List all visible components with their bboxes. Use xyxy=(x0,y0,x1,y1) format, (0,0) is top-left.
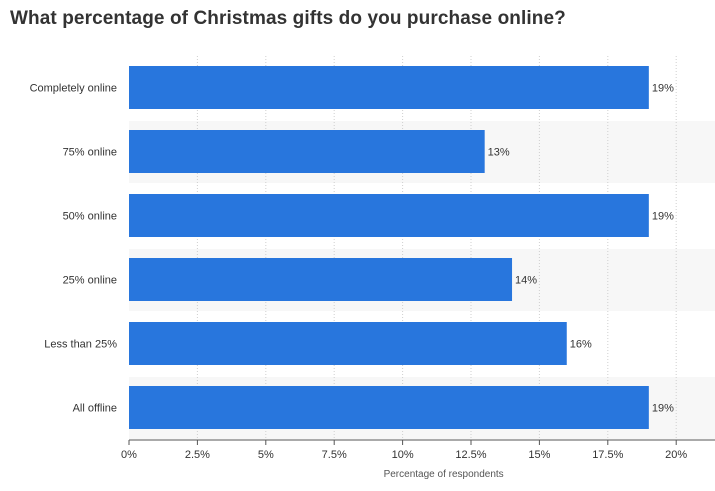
value-label: 16% xyxy=(570,339,592,351)
x-axis-title: Percentage of respondents xyxy=(384,469,504,480)
category-label: All offline xyxy=(73,403,117,415)
bar[interactable] xyxy=(129,386,649,429)
value-label: 14% xyxy=(515,275,537,287)
x-tick-label: 0% xyxy=(121,449,137,461)
x-tick-label: 5% xyxy=(258,449,274,461)
value-label: 19% xyxy=(652,403,674,415)
x-tick-label: 15% xyxy=(528,449,550,461)
category-label: Completely online xyxy=(30,83,117,95)
category-label: Less than 25% xyxy=(44,339,117,351)
bars xyxy=(129,66,649,429)
x-tick-label: 12.5% xyxy=(455,449,486,461)
x-tick-label: 7.5% xyxy=(322,449,347,461)
bar[interactable] xyxy=(129,130,485,173)
category-label: 25% online xyxy=(63,275,117,287)
bar[interactable] xyxy=(129,66,649,109)
value-label: 13% xyxy=(488,147,510,159)
grid-lines xyxy=(196,56,677,440)
value-label: 19% xyxy=(652,83,674,95)
value-label: 19% xyxy=(652,211,674,223)
value-labels: 19% 13% 19% 14% 16% 19% xyxy=(488,83,674,415)
bar[interactable] xyxy=(129,322,567,365)
x-axis: 0% 2.5% 5% 7.5% 10% 12.5% 15% 17.5% 20% xyxy=(121,439,715,461)
x-tick-label: 20% xyxy=(665,449,687,461)
x-tick-label: 2.5% xyxy=(185,449,210,461)
bar[interactable] xyxy=(129,194,649,237)
chart-title: What percentage of Christmas gifts do yo… xyxy=(10,8,566,29)
category-labels: Completely online 75% online 50% online 25%… xyxy=(30,83,118,415)
bar[interactable] xyxy=(129,258,513,301)
x-tick-label: 10% xyxy=(392,449,414,461)
category-label: 75% online xyxy=(63,147,117,159)
category-label: 50% online xyxy=(63,211,117,223)
x-tick-label: 17.5% xyxy=(592,449,623,461)
